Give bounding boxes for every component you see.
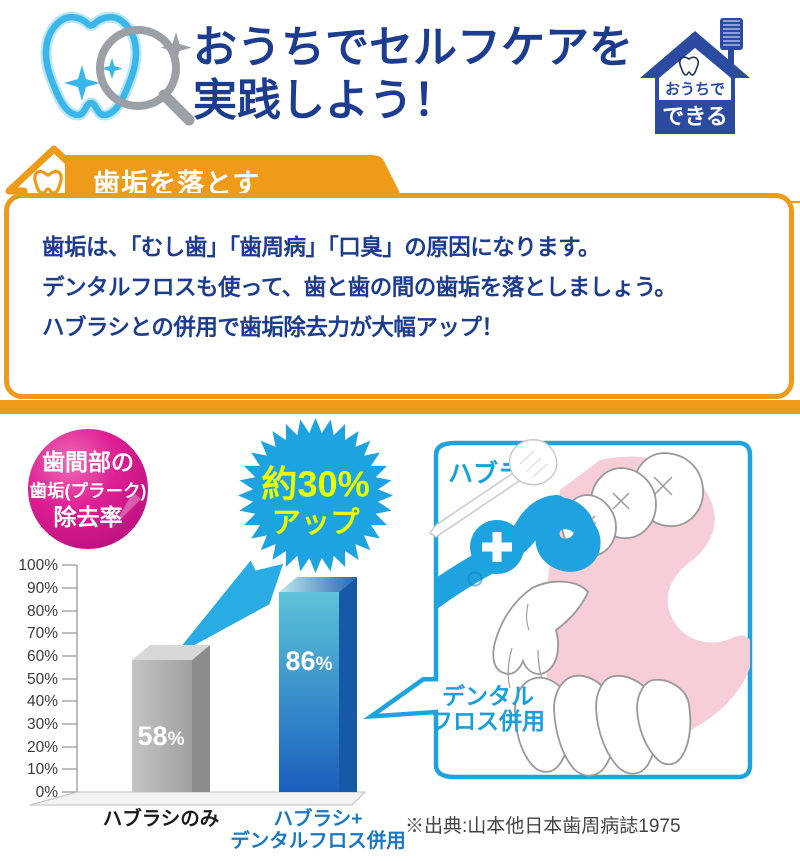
svg-text:デンタル: デンタル [442, 683, 534, 709]
svg-text:※出典:山本他日本歯周病誌1975: ※出典:山本他日本歯周病誌1975 [405, 815, 681, 837]
svg-text:フロス併用: フロス併用 [430, 708, 545, 734]
